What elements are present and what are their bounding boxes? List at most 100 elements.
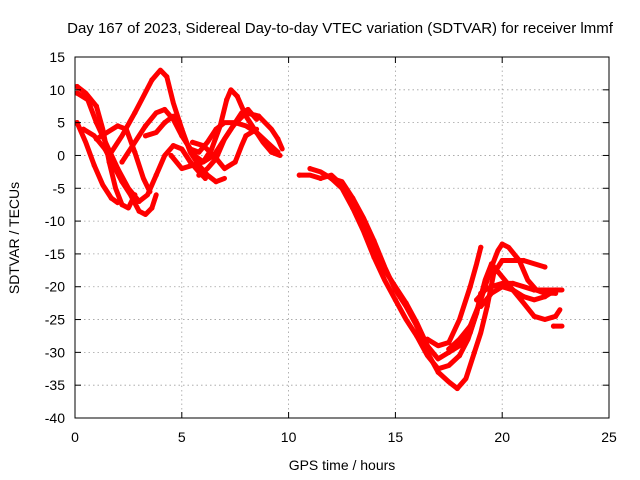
data-point (142, 133, 149, 139)
data-point (446, 346, 452, 352)
data-series (74, 67, 565, 392)
data-point (328, 175, 334, 181)
data-point (243, 133, 249, 139)
data-point (471, 349, 477, 355)
data-point (74, 83, 80, 90)
data-point (93, 136, 99, 142)
data-point (93, 120, 99, 126)
series-arc-3 (74, 90, 208, 204)
data-point (392, 297, 398, 303)
data-point (531, 313, 537, 319)
data-point (147, 189, 153, 195)
y-tick-label: -30 (45, 344, 65, 360)
data-point (350, 195, 356, 201)
data-point (196, 149, 202, 155)
data-point (230, 123, 236, 129)
data-point (478, 244, 484, 250)
data-point (149, 77, 155, 83)
data-point (296, 172, 302, 178)
x-tick-label: 10 (281, 429, 297, 445)
data-point (119, 159, 125, 165)
y-tick-label: 5 (57, 115, 65, 131)
data-point (521, 294, 527, 300)
data-point (542, 264, 548, 270)
x-axis-label: GPS time / hours (289, 457, 396, 473)
data-point (275, 149, 281, 155)
data-point (162, 106, 168, 113)
series-arc-4 (81, 126, 159, 217)
y-tick-label: 15 (49, 49, 65, 65)
data-point (256, 113, 262, 119)
data-point (189, 139, 196, 145)
data-point (474, 297, 480, 303)
data-point (542, 294, 548, 300)
data-point (196, 172, 202, 178)
series-arc-14 (328, 175, 548, 391)
data-point (275, 136, 281, 142)
data-point (454, 385, 460, 392)
data-point (132, 149, 138, 155)
series-arc-13 (307, 166, 563, 372)
x-tick-label: 5 (178, 429, 186, 445)
data-point (499, 284, 505, 290)
data-point (307, 166, 313, 172)
data-point (213, 126, 219, 132)
data-point (456, 353, 463, 359)
x-tick-labels: 0 5 10 15 20 25 (71, 429, 617, 445)
y-tick-label: -15 (45, 246, 65, 262)
series-arc-15 (424, 244, 484, 349)
data-point (499, 257, 505, 264)
y-tick-label: -20 (45, 279, 65, 295)
data-point (510, 280, 516, 286)
data-point (80, 126, 87, 132)
data-point (531, 287, 537, 293)
x-tick-label: 15 (388, 429, 404, 445)
data-point (234, 93, 240, 99)
data-point (106, 152, 112, 159)
data-point (162, 120, 168, 126)
data-point (115, 123, 121, 129)
data-point (488, 284, 495, 290)
data-point (74, 90, 80, 96)
y-tick-label: -5 (53, 180, 66, 196)
data-point (142, 123, 149, 129)
plot-frame (74, 56, 610, 419)
data-point (350, 205, 356, 211)
data-point (268, 149, 275, 155)
data-point (213, 156, 219, 162)
y-tick-label: -25 (45, 312, 65, 328)
data-point (488, 264, 495, 270)
data-point (132, 110, 138, 116)
data-point (224, 97, 230, 103)
chart-title: Day 167 of 2023, Sidereal Day-to-day VTE… (67, 20, 614, 37)
data-point (91, 162, 97, 168)
y-tick-label: 0 (57, 147, 65, 163)
data-point (170, 143, 176, 149)
x-tick-label: 20 (494, 429, 510, 445)
series-arc-8 (143, 113, 227, 185)
data-point (467, 284, 473, 290)
x-tick-label: 0 (71, 429, 79, 445)
y-tick-label: -35 (45, 377, 65, 393)
data-point (478, 303, 484, 309)
data-point (119, 202, 125, 208)
data-point (136, 198, 142, 204)
data-point (119, 179, 125, 185)
data-point (93, 103, 99, 109)
data-point (168, 152, 174, 159)
data-point (232, 159, 238, 165)
data-point (318, 175, 324, 181)
series-arc-6 (106, 67, 283, 165)
x-tick-label: 25 (601, 429, 617, 445)
y-tick-label: -40 (45, 410, 65, 426)
series-arc-17 (474, 280, 565, 303)
data-point (213, 179, 219, 185)
data-point (424, 336, 430, 342)
data-point (467, 323, 473, 329)
data-point (149, 205, 155, 211)
data-point (108, 195, 114, 201)
data-point (392, 287, 398, 293)
y-tick-label: -10 (45, 213, 65, 229)
data-point (446, 339, 452, 346)
